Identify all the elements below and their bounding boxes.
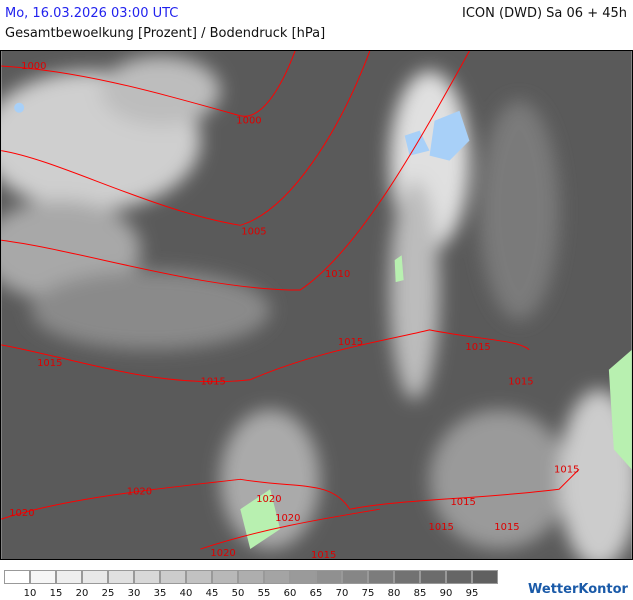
legend-label: 80 — [387, 588, 401, 599]
isobar-label: 1020 — [210, 548, 235, 559]
legend-swatch — [160, 570, 186, 584]
isobar-label: 1015 — [450, 497, 475, 508]
legend-label: 40 — [179, 588, 193, 599]
isobar-label: 1015 — [311, 550, 336, 560]
legend-swatch — [290, 570, 316, 584]
isobar-label-layer: 1000 1000 1005 1010 1015 1015 1015 1015 … — [9, 61, 579, 560]
legend-swatch — [446, 570, 472, 584]
legend-swatch — [342, 570, 368, 584]
isobar-label: 1020 — [256, 494, 281, 505]
legend-label: 10 — [23, 588, 37, 599]
legend-label: 60 — [283, 588, 297, 599]
cloud-cover-map: 1000 1000 1005 1010 1015 1015 1015 1015 … — [0, 50, 633, 560]
cloud-field — [1, 55, 632, 559]
legend-swatch — [186, 570, 212, 584]
isobar-label: 1015 — [37, 358, 62, 369]
legend-label: 25 — [101, 588, 115, 599]
isobar-label: 1015 — [200, 377, 225, 388]
legend-swatch — [212, 570, 238, 584]
legend-label: 95 — [465, 588, 479, 599]
model-run: ICON (DWD) Sa 06 + 45h — [462, 6, 627, 21]
legend-label: 70 — [335, 588, 349, 599]
legend-swatch — [82, 570, 108, 584]
legend-swatch — [56, 570, 82, 584]
isobars — [1, 51, 580, 550]
isobar-label: 1015 — [465, 342, 490, 353]
legend-label: 90 — [439, 588, 453, 599]
legend-swatch — [134, 570, 160, 584]
isobar-label: 1015 — [338, 337, 363, 348]
isobar-label: 1015 — [494, 522, 519, 533]
legend-label: 85 — [413, 588, 427, 599]
forecast-datetime: Mo, 16.03.2026 03:00 UTC — [5, 6, 179, 21]
legend-label: 50 — [231, 588, 245, 599]
isobar-label: 1020 — [127, 486, 152, 497]
legend-swatch — [238, 570, 264, 584]
isobar-label: 1015 — [429, 522, 454, 533]
legend-swatch — [316, 570, 342, 584]
legend-swatch — [108, 570, 134, 584]
legend-swatch — [264, 570, 290, 584]
isobar-label: 1005 — [241, 226, 266, 237]
legend-label: 75 — [361, 588, 375, 599]
legend-label: 20 — [75, 588, 89, 599]
legend-label: 65 — [309, 588, 323, 599]
legend-label: 45 — [205, 588, 219, 599]
isobar-label: 1000 — [21, 61, 46, 72]
isobar-label: 1020 — [9, 508, 34, 519]
legend-swatch — [368, 570, 394, 584]
legend-swatch — [394, 570, 420, 584]
legend-label: 35 — [153, 588, 167, 599]
isobar-label: 1015 — [508, 377, 533, 388]
legend-swatch — [420, 570, 446, 584]
isobar-label: 1020 — [275, 513, 300, 524]
wetterkontor-logo: WetterKontor — [528, 582, 628, 597]
legend-swatch — [4, 570, 30, 584]
parameter-title: Gesamtbewoelkung [Prozent] / Bodendruck … — [5, 26, 326, 41]
legend-label: 15 — [49, 588, 63, 599]
legend-swatch — [472, 570, 498, 584]
legend-label: 30 — [127, 588, 141, 599]
legend-label: 55 — [257, 588, 271, 599]
legend-swatch — [30, 570, 56, 584]
isobar-label: 1010 — [325, 269, 350, 280]
isobar-label: 1000 — [236, 116, 261, 127]
isobar-label: 1015 — [554, 464, 579, 475]
